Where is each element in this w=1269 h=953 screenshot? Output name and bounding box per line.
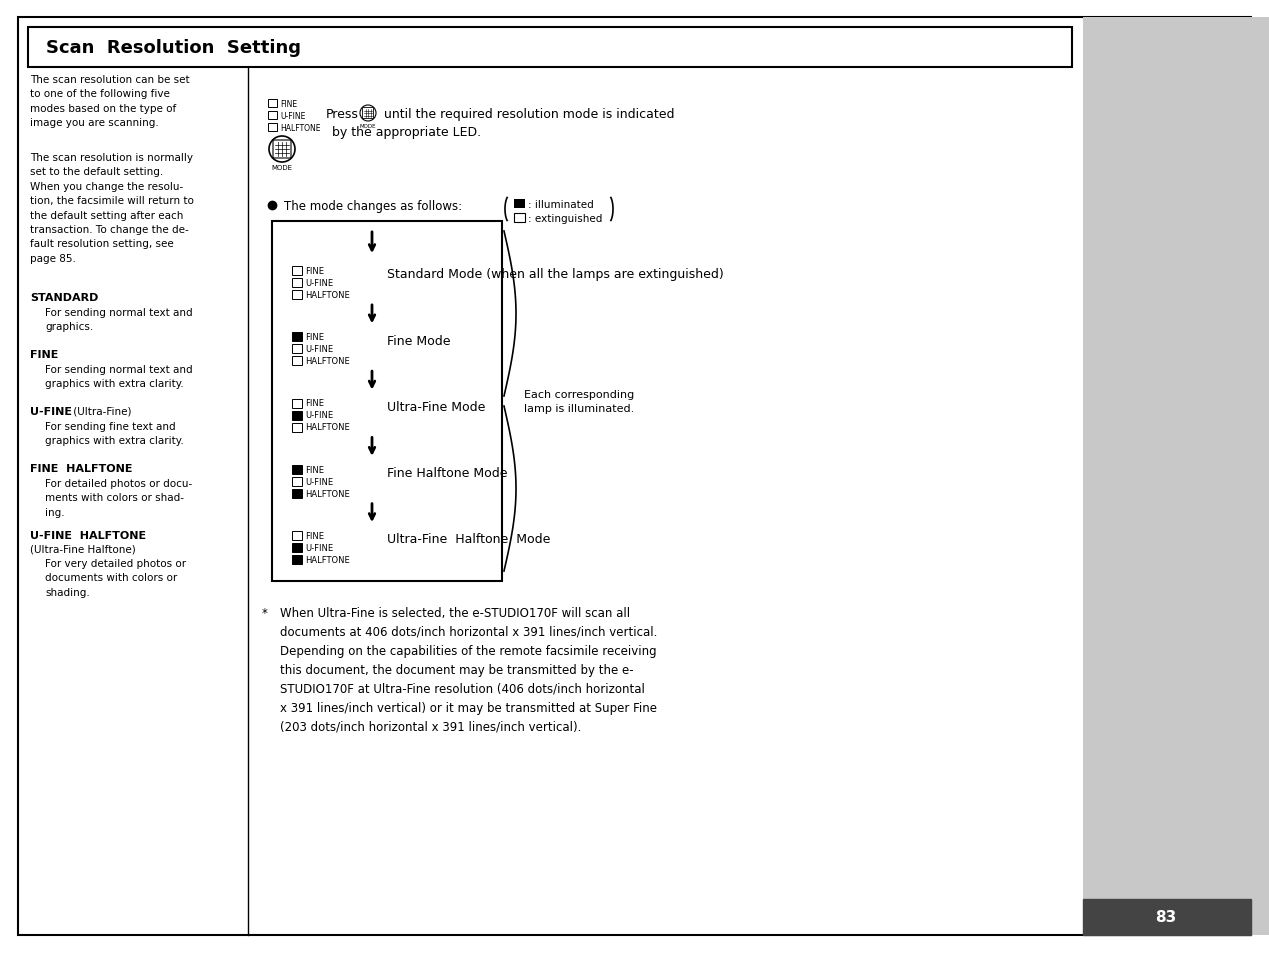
Text: FINE: FINE (305, 532, 324, 540)
Bar (292, 291, 302, 299)
Bar (28, 28, 1072, 68)
Bar (292, 423, 302, 432)
Text: FINE: FINE (30, 350, 58, 359)
Text: HALFTONE: HALFTONE (305, 356, 350, 366)
Bar (292, 556, 302, 564)
Bar (292, 465, 302, 475)
Text: : illuminated: : illuminated (528, 200, 594, 210)
FancyBboxPatch shape (363, 109, 373, 119)
Text: Ultra-Fine Mode: Ultra-Fine Mode (387, 400, 485, 414)
Text: Press: Press (326, 108, 359, 121)
Bar (292, 399, 302, 408)
Bar (292, 543, 302, 553)
Text: MODE: MODE (272, 165, 292, 171)
Text: (Ultra-Fine): (Ultra-Fine) (70, 407, 132, 416)
Bar (268, 112, 277, 120)
Bar (292, 333, 302, 342)
Text: STANDARD: STANDARD (30, 293, 99, 303)
Text: U-FINE: U-FINE (305, 278, 334, 288)
Text: HALFTONE: HALFTONE (305, 489, 350, 498)
Text: U-FINE: U-FINE (305, 411, 334, 420)
FancyBboxPatch shape (273, 141, 291, 159)
Text: Standard Mode (when all the lamps are extinguished): Standard Mode (when all the lamps are ex… (387, 268, 723, 281)
Text: For detailed photos or docu-
ments with colors or shad-
ing.: For detailed photos or docu- ments with … (44, 478, 192, 517)
Bar (272, 222, 503, 581)
Bar (292, 267, 302, 275)
Text: When Ultra-Fine is selected, the e-STUDIO170F will scan all
documents at 406 dot: When Ultra-Fine is selected, the e-STUDI… (280, 606, 657, 733)
Text: by the appropriate LED.: by the appropriate LED. (332, 126, 481, 139)
Bar (268, 124, 277, 132)
Text: For sending normal text and
graphics.: For sending normal text and graphics. (44, 308, 193, 332)
Text: HALFTONE: HALFTONE (280, 124, 321, 132)
Text: Fine Halftone Mode: Fine Halftone Mode (387, 467, 508, 479)
Text: FINE: FINE (305, 465, 324, 475)
Text: FINE: FINE (305, 333, 324, 342)
Text: U-FINE: U-FINE (305, 543, 334, 553)
Bar (292, 345, 302, 354)
Circle shape (360, 106, 376, 122)
Text: U-FINE: U-FINE (305, 345, 334, 354)
Text: FINE  HALFTONE: FINE HALFTONE (30, 463, 132, 474)
Text: FINE: FINE (305, 267, 324, 275)
Bar (292, 489, 302, 498)
Bar (1082, 899, 1251, 935)
Text: The mode changes as follows:: The mode changes as follows: (284, 200, 462, 213)
Text: The scan resolution is normally
set to the default setting.
When you change the : The scan resolution is normally set to t… (30, 152, 194, 264)
Bar (514, 200, 525, 209)
Text: HALFTONE: HALFTONE (305, 423, 350, 432)
Text: For very detailed photos or
documents with colors or
shading.: For very detailed photos or documents wi… (44, 558, 187, 598)
Text: U-FINE: U-FINE (280, 112, 306, 121)
Text: For sending normal text and
graphics with extra clarity.: For sending normal text and graphics wit… (44, 365, 193, 389)
Circle shape (269, 137, 294, 163)
Bar (292, 477, 302, 486)
Text: : extinguished: : extinguished (528, 213, 603, 224)
Bar (1082, 18, 1269, 935)
Text: 83: 83 (1155, 909, 1176, 924)
Text: MODE: MODE (359, 124, 376, 129)
Text: For sending fine text and
graphics with extra clarity.: For sending fine text and graphics with … (44, 421, 184, 446)
Bar (268, 100, 277, 108)
Text: The scan resolution can be set
to one of the following five
modes based on the t: The scan resolution can be set to one of… (30, 75, 189, 128)
Bar (292, 278, 302, 288)
Text: FINE: FINE (280, 100, 297, 109)
Text: Ultra-Fine  Halftone  Mode: Ultra-Fine Halftone Mode (387, 533, 551, 546)
Text: U-FINE: U-FINE (305, 477, 334, 486)
Text: U-FINE  HALFTONE: U-FINE HALFTONE (30, 531, 146, 540)
Text: until the required resolution mode is indicated: until the required resolution mode is in… (385, 108, 675, 121)
Text: HALFTONE: HALFTONE (305, 291, 350, 299)
Text: FINE: FINE (305, 399, 324, 408)
Text: Scan  Resolution  Setting: Scan Resolution Setting (46, 39, 301, 57)
Bar (292, 532, 302, 540)
Text: HALFTONE: HALFTONE (305, 556, 350, 564)
Text: U-FINE: U-FINE (30, 407, 72, 416)
Bar (292, 356, 302, 366)
Text: Fine Mode: Fine Mode (387, 335, 450, 348)
Bar (292, 411, 302, 420)
Bar (514, 213, 525, 223)
Text: *: * (261, 606, 268, 619)
Text: (Ultra-Fine Halftone): (Ultra-Fine Halftone) (30, 544, 136, 555)
Text: Each corresponding
lamp is illuminated.: Each corresponding lamp is illuminated. (524, 390, 634, 414)
